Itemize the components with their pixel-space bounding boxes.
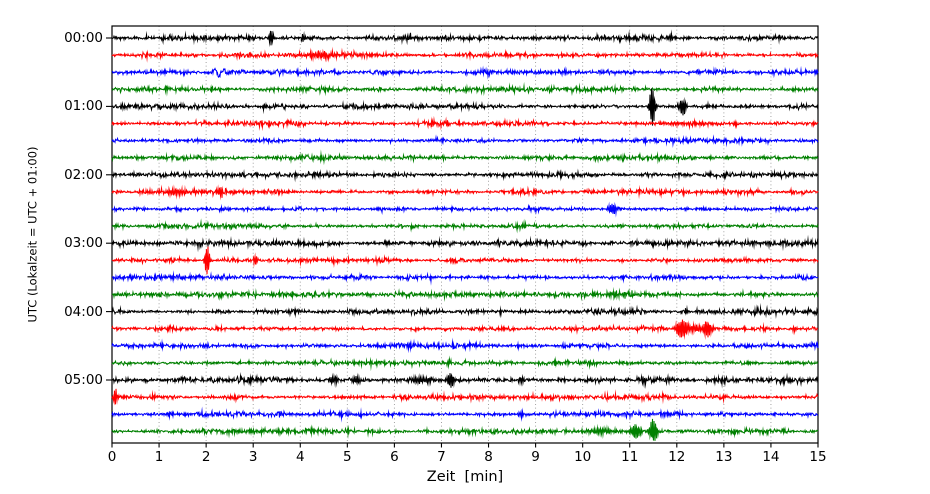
- y-tick-label: 03:00: [64, 235, 103, 252]
- x-tick-label: 12: [668, 449, 686, 465]
- x-tick-label: 0: [107, 449, 117, 465]
- x-tick-label: 3: [248, 449, 258, 465]
- x-tick-label: 10: [574, 449, 592, 465]
- y-tick-label: 00:00: [64, 30, 103, 46]
- x-tick-label: 8: [484, 449, 493, 465]
- x-tick-label: 2: [201, 449, 211, 465]
- y-tick-label: 05:00: [64, 372, 103, 388]
- y-tick-label: 04:00: [64, 303, 103, 320]
- x-tick-label: 5: [343, 449, 352, 465]
- x-axis-label: Zeit [min]: [426, 469, 504, 485]
- y-tick-label: 01:00: [64, 98, 103, 115]
- x-tick-label: 7: [437, 449, 446, 465]
- x-tick-label: 1: [154, 449, 164, 465]
- x-tick-label: 6: [390, 449, 399, 465]
- x-tick-label: 15: [809, 449, 827, 465]
- x-tick-label: 4: [295, 449, 305, 465]
- x-tick-label: 9: [531, 449, 540, 465]
- y-tick-label: 02:00: [64, 166, 103, 183]
- x-tick-label: 13: [715, 449, 733, 465]
- x-tick-label: 14: [762, 449, 780, 465]
- x-tick-label: 11: [621, 449, 639, 465]
